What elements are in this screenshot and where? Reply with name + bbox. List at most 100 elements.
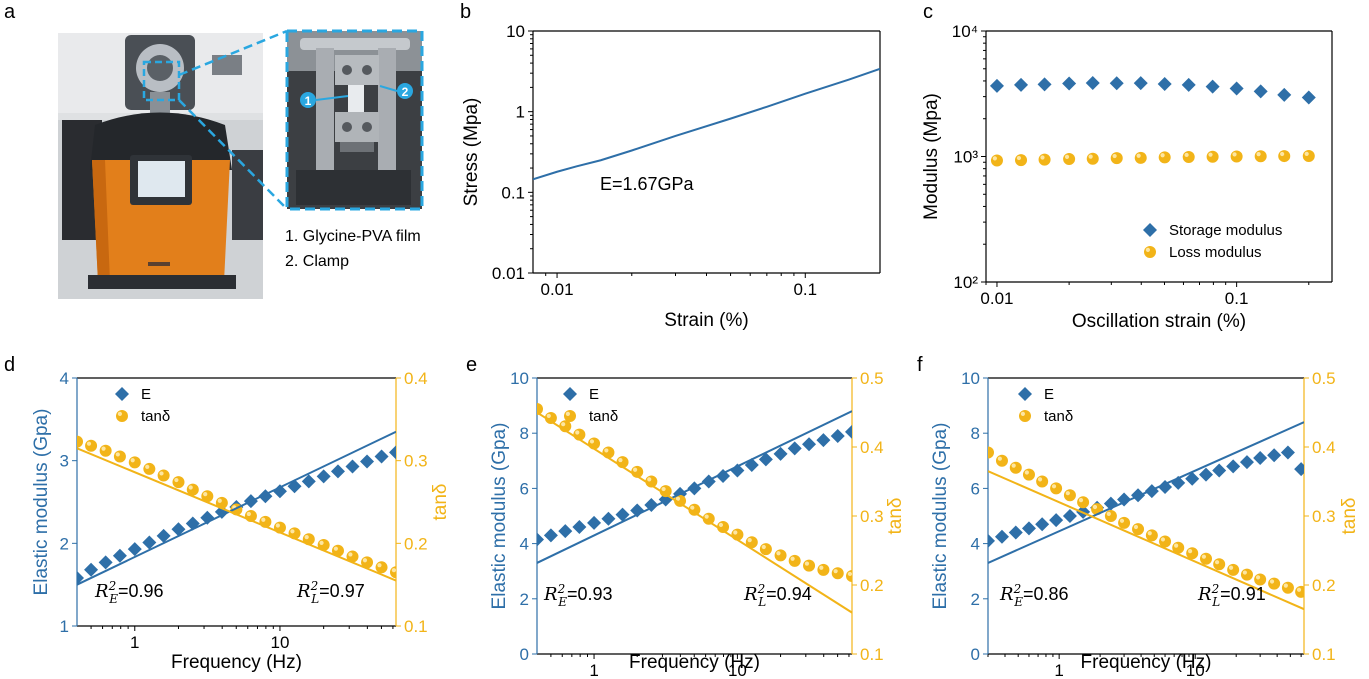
point-f-1: [1254, 573, 1267, 586]
point-f-1-body: [1036, 475, 1049, 488]
point-d-1-highlight: [174, 477, 179, 483]
x-axis-title-d: Frequency (Hz): [171, 652, 302, 673]
point-d-1: [215, 496, 228, 509]
point-e-0: [587, 515, 602, 530]
point-e-1-highlight: [804, 561, 810, 566]
point-d-1: [331, 544, 344, 557]
svg-text:1: 1: [305, 94, 312, 108]
y-axis-title-e: Elastic modulus (Gpa): [489, 423, 510, 610]
point-f-1-body: [1118, 516, 1131, 529]
r2-left-value-f: =0.86: [1023, 584, 1069, 604]
caption-glycine-pva: 1. Glycine-PVA film: [285, 228, 421, 245]
point-f-1: [1063, 489, 1076, 502]
point-c-1: [990, 154, 1003, 167]
panel-letter-d: d: [4, 354, 15, 376]
y-tick-label-f: 0: [971, 645, 980, 664]
point-f-1-highlight: [1051, 484, 1057, 489]
x-tick-label-b: 0.1: [793, 280, 817, 299]
x-tick-label-c: 0.1: [1225, 289, 1249, 308]
point-c-0: [1133, 76, 1148, 91]
x-tick-label-e: 1: [589, 661, 598, 679]
point-c-0: [1229, 81, 1244, 96]
point-d-0: [98, 555, 113, 570]
point-e-0: [601, 511, 616, 526]
point-e-1-highlight: [604, 448, 609, 453]
point-d-0: [330, 464, 345, 479]
legend-label-d: E: [141, 386, 151, 403]
point-d-1-highlight: [217, 498, 222, 503]
point-f-0: [1267, 448, 1282, 463]
point-e-1-highlight: [718, 522, 724, 528]
point-e-1: [745, 536, 758, 549]
point-d-1-highlight: [145, 464, 150, 469]
point-d-1-body: [172, 476, 185, 489]
point-e-0: [787, 441, 802, 456]
point-e-1-highlight: [633, 467, 638, 472]
point-c-1-body: [1015, 154, 1028, 167]
point-c-1: [1134, 151, 1147, 164]
point-f-1-highlight: [997, 456, 1002, 461]
point-d-0: [360, 454, 375, 469]
point-d-0: [112, 548, 127, 563]
point-f-1: [1240, 568, 1253, 581]
point-f-1-body: [995, 454, 1008, 467]
point-e-1-highlight: [704, 514, 709, 519]
chart-d: d 1 10 1 2 3 4 0.1 0.2 0.3 0.4 Frequency (Hz) Elasti…: [4, 354, 451, 673]
point-e-1: [774, 549, 787, 562]
legend-marker-c-highlight: [1145, 247, 1150, 252]
point-c-1-body: [1230, 150, 1243, 163]
point-e-0: [537, 532, 544, 547]
legend-marker-f: [1018, 387, 1032, 401]
point-f-1-body: [1009, 461, 1022, 474]
y-right-tick-label-e: 0.2: [860, 576, 884, 595]
point-e-1-highlight: [661, 486, 666, 492]
point-c-1-body: [1254, 150, 1267, 163]
point-d-1: [143, 462, 156, 475]
legend-label-e: E: [589, 386, 599, 403]
y-right-tick-label-f: 0.1: [1312, 645, 1336, 664]
marker-1: [300, 92, 316, 108]
legend-marker-e: [564, 410, 576, 422]
y-tick-label-e: 0: [520, 645, 529, 664]
point-c-1: [1110, 152, 1123, 165]
y-tick-label-f: 6: [971, 479, 980, 498]
point-e-0: [758, 452, 773, 467]
point-f-1-highlight: [1228, 565, 1234, 570]
point-d-1-highlight: [275, 523, 280, 528]
point-d-0: [301, 474, 316, 489]
y-axis-title-b: Stress (Mpa): [461, 98, 482, 207]
point-e-1-highlight: [819, 565, 824, 570]
point-c-1-highlight: [1280, 151, 1285, 157]
point-f-1-body: [988, 446, 994, 459]
point-c-0: [1301, 90, 1316, 105]
point-c-0: [1062, 76, 1077, 91]
point-f-1-highlight: [1174, 543, 1179, 548]
point-c-1-body: [1110, 152, 1123, 165]
y-tick-label-b: 0.01: [492, 264, 525, 283]
y-right-tick-label-e: 0.1: [860, 645, 884, 664]
point-e-1: [645, 475, 658, 488]
legend-marker-d-highlight: [117, 411, 122, 416]
point-c-1: [1254, 150, 1267, 163]
point-e-1: [702, 512, 715, 525]
x-tick-label-f: 1: [1054, 661, 1063, 679]
svg-text:2: 2: [402, 85, 409, 99]
point-d-0: [389, 445, 396, 460]
y-right-tick-label-f: 0.3: [1312, 507, 1336, 526]
point-e-1: [759, 543, 772, 556]
point-f-1-highlight: [1133, 524, 1139, 530]
point-e-0: [802, 437, 817, 452]
point-d-1: [99, 444, 112, 457]
y-right-tick-label-e: 0.4: [860, 438, 884, 457]
point-d-1-body: [113, 450, 126, 463]
point-c-1: [1038, 153, 1051, 166]
point-c-1-body: [1302, 149, 1315, 162]
point-e-1-body: [774, 549, 787, 562]
point-f-1-highlight: [1214, 560, 1220, 565]
y-right-tick-label-d: 0.2: [404, 534, 428, 553]
y-tick-label-e: 2: [520, 590, 529, 609]
legend-marker-e: [563, 387, 577, 401]
point-d-1-highlight: [348, 552, 353, 557]
point-e-1-highlight: [776, 551, 781, 556]
point-e-1-highlight: [575, 430, 580, 435]
